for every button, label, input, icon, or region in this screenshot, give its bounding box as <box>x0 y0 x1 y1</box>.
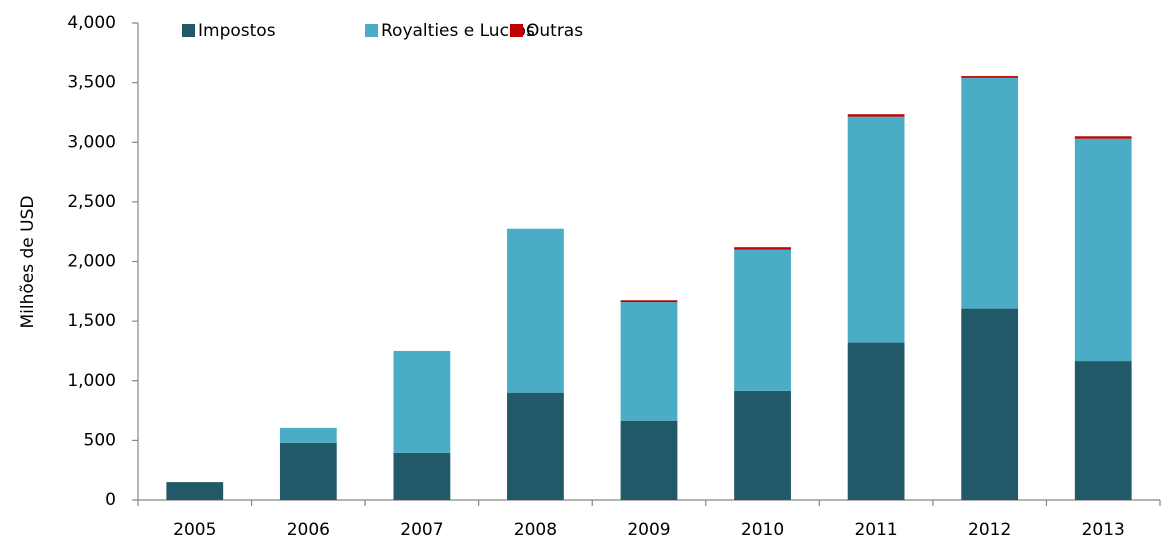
bar-segment <box>393 452 451 500</box>
legend-label: Impostos <box>198 21 276 41</box>
x-tick-label: 2007 <box>400 520 443 540</box>
y-tick-label: 1,500 <box>67 311 116 331</box>
x-tick-label: 2006 <box>287 520 330 540</box>
bar-segment <box>847 342 905 500</box>
bar-segment <box>961 77 1019 309</box>
y-tick-label: 500 <box>84 430 116 450</box>
bar-segment <box>620 420 678 500</box>
y-tick-label: 3,000 <box>67 132 116 152</box>
legend-label: Royalties e Lucros <box>381 21 535 41</box>
legend-label: Outras <box>526 21 583 41</box>
x-tick-label: 2010 <box>741 520 784 540</box>
y-tick-label: 2,500 <box>67 192 116 212</box>
x-tick-label: 2008 <box>514 520 557 540</box>
bar-segment <box>961 308 1019 500</box>
y-tick-label: 0 <box>105 490 116 510</box>
y-tick-label: 2,000 <box>67 252 116 272</box>
y-tick-label: 4,000 <box>67 13 116 33</box>
x-tick-label: 2011 <box>854 520 897 540</box>
bar-segment <box>507 392 564 500</box>
bar-segment <box>961 76 1019 78</box>
bar-segment <box>734 249 791 391</box>
bar-segment <box>279 427 337 443</box>
x-tick-label: 2013 <box>1082 520 1125 540</box>
bar-segment <box>393 350 451 453</box>
bar-segment <box>620 300 678 303</box>
bar-segment <box>1074 138 1132 362</box>
x-tick-label: 2005 <box>173 520 216 540</box>
bar-segment <box>620 302 678 421</box>
bar-segment <box>166 482 224 500</box>
bar-segment <box>734 247 791 250</box>
y-tick-label: 3,500 <box>67 73 116 93</box>
legend-swatch <box>182 24 195 37</box>
bar-segment <box>1074 361 1132 500</box>
bar-segment <box>847 116 905 343</box>
bar-segment <box>507 228 564 393</box>
x-tick-label: 2012 <box>968 520 1011 540</box>
y-tick-label: 1,000 <box>67 371 116 391</box>
bar-segment <box>1074 136 1132 139</box>
bar-segment <box>847 114 905 117</box>
bar-segment <box>279 442 337 500</box>
legend-swatch <box>510 24 523 37</box>
bar-segment <box>734 390 791 500</box>
y-axis-label: Milhões de USD <box>18 196 38 329</box>
x-tick-label: 2009 <box>627 520 670 540</box>
legend-swatch <box>365 24 378 37</box>
